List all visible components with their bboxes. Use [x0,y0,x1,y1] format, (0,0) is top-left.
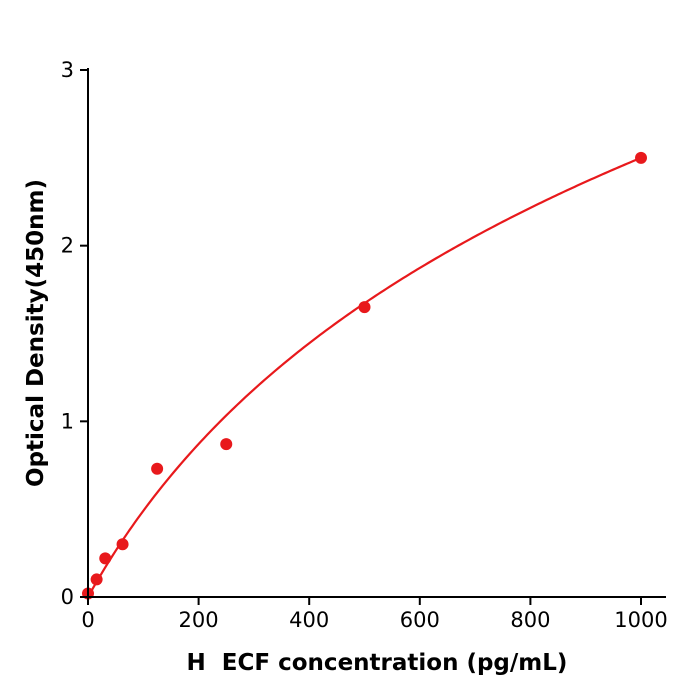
x-axis-title: H ECF concentration (pg/mL) [186,650,568,676]
data-point [358,301,371,314]
fit-curve [87,156,642,598]
data-point [151,462,164,475]
y-tick-label: 2 [61,234,74,258]
data-point [90,573,103,586]
y-tick-label: 3 [61,58,74,82]
x-tick-label: 0 [81,608,94,632]
x-tick-label: 1000 [614,608,667,632]
x-tick-label: 200 [179,608,219,632]
data-point [635,151,647,164]
x-tick-label: 600 [400,608,440,632]
data-point [116,538,129,551]
data-point [99,552,112,565]
x-tick-label: 400 [289,608,329,632]
y-tick-label: 1 [61,409,74,433]
data-point [220,438,233,451]
x-tick-label: 800 [510,608,550,632]
y-axis-title: Optical Density(450nm) [23,179,49,487]
y-tick-label: 0 [61,585,74,609]
